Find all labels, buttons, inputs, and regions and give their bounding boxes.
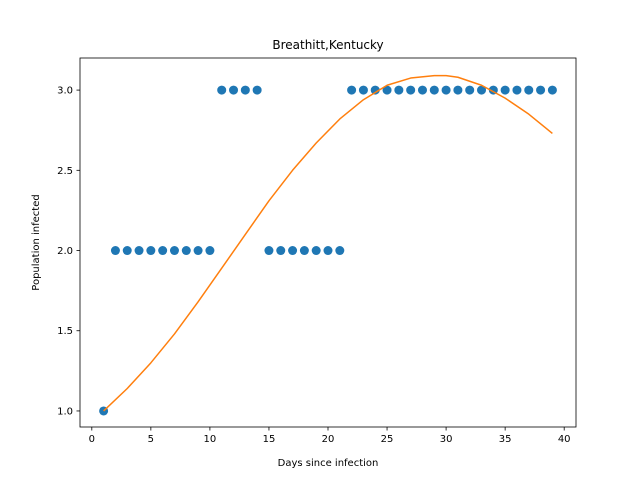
data-point — [205, 246, 215, 256]
x-tick-label: 25 — [381, 434, 394, 445]
data-point — [417, 85, 427, 95]
data-point — [323, 246, 333, 256]
data-point — [394, 85, 404, 95]
data-point — [335, 246, 345, 256]
data-point — [181, 246, 191, 256]
data-point — [406, 85, 416, 95]
x-tick-label: 10 — [204, 434, 217, 445]
fit-line — [103, 74, 553, 412]
data-point — [453, 85, 463, 95]
data-point — [217, 85, 227, 95]
data-point — [536, 85, 546, 95]
data-point — [229, 85, 239, 95]
x-tick-label: 5 — [148, 434, 154, 445]
data-point — [134, 246, 144, 256]
x-axis: 0 5 10 15 20 25 30 35 40 — [89, 427, 571, 445]
x-tick-label: 30 — [440, 434, 453, 445]
data-point — [110, 246, 120, 256]
y-tick-label: 1.5 — [57, 326, 73, 337]
data-point — [264, 246, 274, 256]
y-axis-label: Population infected — [31, 194, 42, 290]
data-point — [299, 246, 309, 256]
data-point — [122, 246, 132, 256]
x-axis-label: Days since infection — [278, 458, 379, 469]
y-tick-label: 1.0 — [57, 406, 73, 417]
data-point — [524, 85, 534, 95]
data-point — [276, 246, 286, 256]
data-point — [370, 85, 380, 95]
data-point — [477, 85, 487, 95]
x-tick-label: 40 — [558, 434, 571, 445]
x-tick-label: 15 — [263, 434, 276, 445]
data-point — [146, 246, 156, 256]
data-point — [465, 85, 475, 95]
x-tick-label: 35 — [499, 434, 512, 445]
data-point — [547, 85, 557, 95]
data-point — [382, 85, 392, 95]
data-point — [512, 85, 522, 95]
y-axis: 1.0 1.5 2.0 2.5 3.0 — [57, 86, 80, 417]
data-point — [347, 85, 357, 95]
data-point — [240, 85, 250, 95]
data-point — [441, 85, 451, 95]
x-tick-label: 0 — [89, 434, 95, 445]
data-point — [193, 246, 203, 256]
data-point — [311, 246, 321, 256]
data-point — [429, 85, 439, 95]
chart-title: Breathitt,Kentucky — [272, 38, 383, 52]
data-point — [158, 246, 168, 256]
data-point — [500, 85, 510, 95]
data-point — [358, 85, 368, 95]
y-tick-label: 2.5 — [57, 166, 73, 177]
y-tick-label: 2.0 — [57, 246, 73, 257]
data-point — [288, 246, 298, 256]
plot-content — [99, 74, 557, 416]
x-tick-label: 20 — [322, 434, 335, 445]
data-point — [252, 85, 262, 95]
data-point — [169, 246, 179, 256]
y-tick-label: 3.0 — [57, 86, 73, 97]
